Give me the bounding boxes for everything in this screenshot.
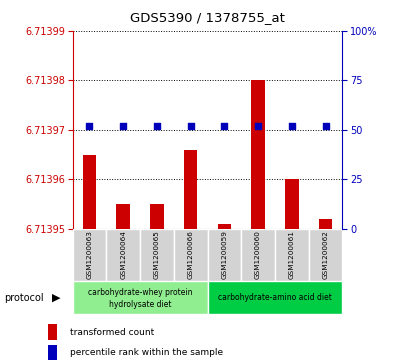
Point <box>154 123 160 129</box>
Point <box>255 123 261 129</box>
Text: ▶: ▶ <box>52 293 60 303</box>
Bar <box>48 345 57 360</box>
Bar <box>319 219 332 229</box>
Text: GDS5390 / 1378755_at: GDS5390 / 1378755_at <box>130 11 285 24</box>
Bar <box>174 229 208 281</box>
Text: carbohydrate-whey protein: carbohydrate-whey protein <box>88 288 192 297</box>
Point <box>221 123 228 129</box>
Text: GSM1200060: GSM1200060 <box>255 231 261 280</box>
Text: percentile rank within the sample: percentile rank within the sample <box>69 348 222 357</box>
Bar <box>117 204 130 229</box>
Bar <box>275 229 309 281</box>
Text: GSM1200061: GSM1200061 <box>289 231 295 280</box>
Bar <box>208 229 241 281</box>
Point <box>288 123 295 129</box>
Bar <box>184 150 198 229</box>
Text: GSM1200063: GSM1200063 <box>86 231 93 280</box>
Bar <box>285 179 298 229</box>
Text: GSM1200064: GSM1200064 <box>120 231 126 280</box>
Bar <box>251 80 265 229</box>
Point <box>322 123 329 129</box>
Text: protocol: protocol <box>4 293 44 303</box>
Text: carbohydrate-amino acid diet: carbohydrate-amino acid diet <box>218 293 332 302</box>
Text: hydrolysate diet: hydrolysate diet <box>109 300 171 309</box>
Point <box>120 123 127 129</box>
Point <box>187 123 194 129</box>
Text: GSM1200062: GSM1200062 <box>322 231 329 280</box>
Text: GSM1200059: GSM1200059 <box>221 231 227 280</box>
Bar <box>150 204 164 229</box>
Bar <box>309 229 342 281</box>
Bar <box>48 324 57 339</box>
Bar <box>83 155 96 229</box>
Text: transformed count: transformed count <box>69 328 154 337</box>
Point <box>86 123 93 129</box>
Bar <box>106 229 140 281</box>
Bar <box>217 224 231 229</box>
Text: GSM1200066: GSM1200066 <box>188 231 194 280</box>
Bar <box>208 281 342 314</box>
Bar <box>73 281 208 314</box>
Text: GSM1200065: GSM1200065 <box>154 231 160 280</box>
Bar <box>241 229 275 281</box>
Bar <box>73 229 106 281</box>
Bar <box>140 229 174 281</box>
